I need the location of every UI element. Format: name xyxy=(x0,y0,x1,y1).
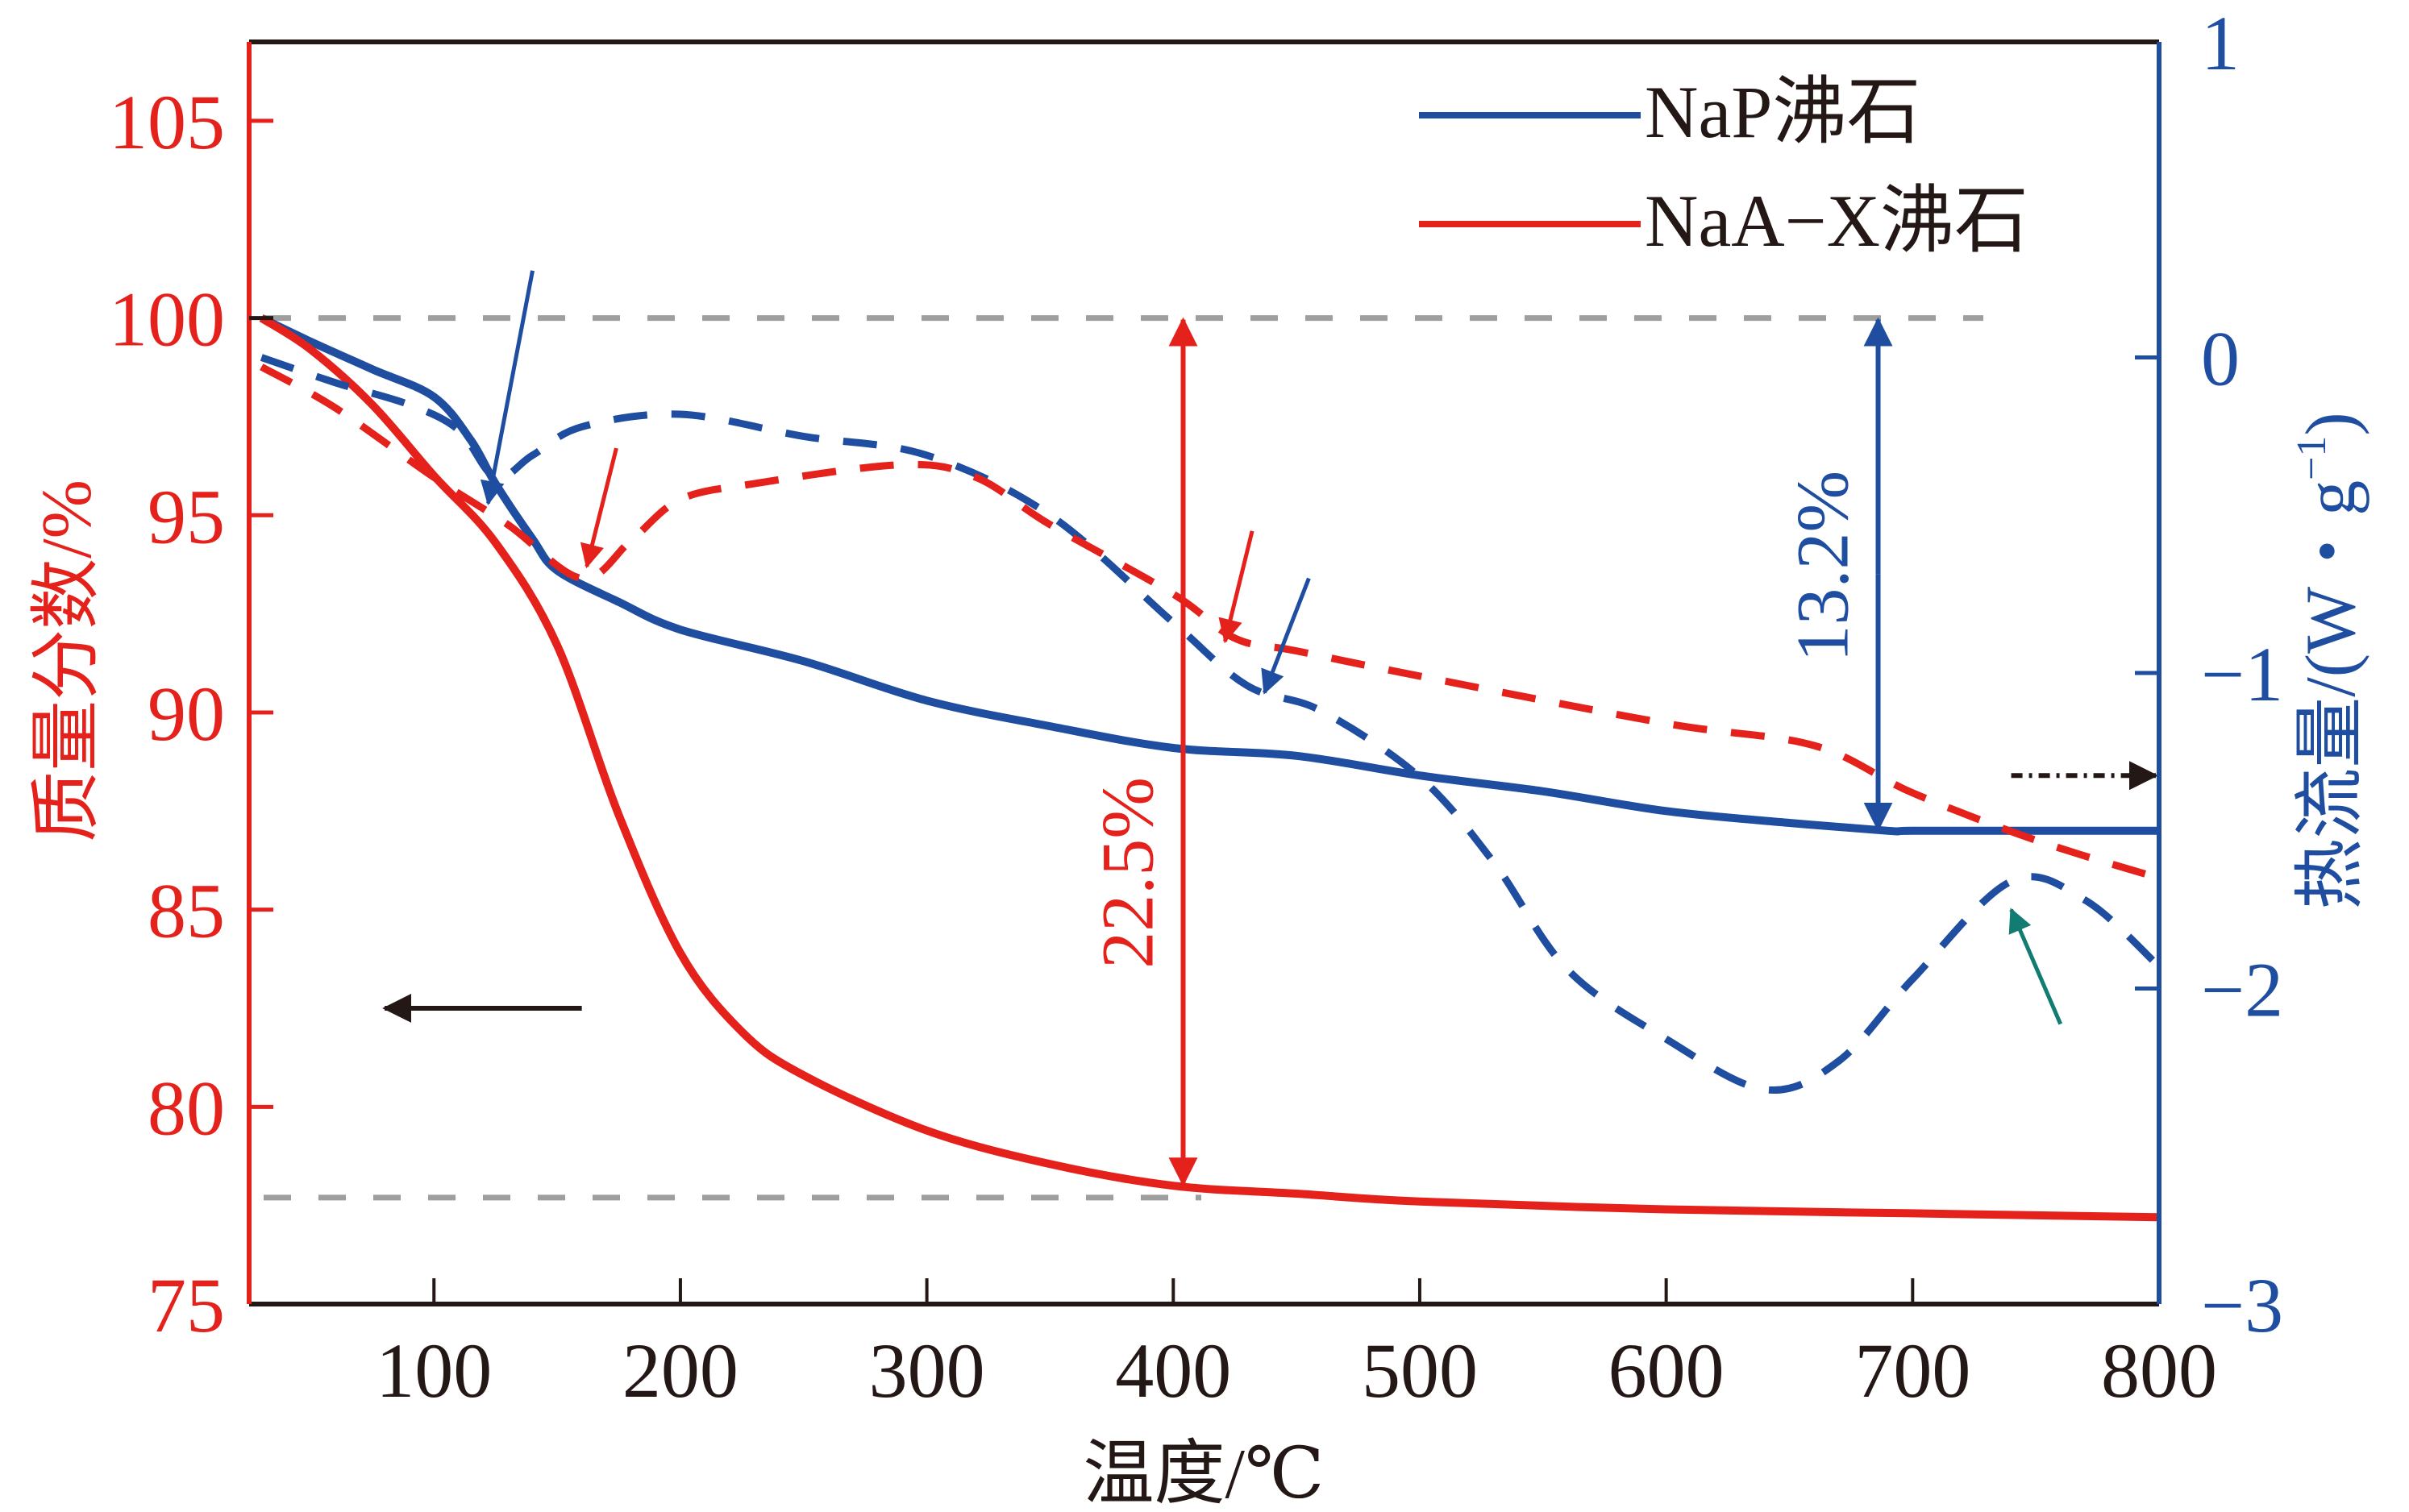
x-tick-label: 300 xyxy=(869,1327,985,1414)
right-axis-label-main: 热流量/(W・g xyxy=(2292,480,2370,910)
peak-arrow xyxy=(1261,577,1311,695)
right-tick-label: −3 xyxy=(2201,1262,2283,1348)
peak-arrow xyxy=(580,447,618,569)
left-axis-label: 质量分数/% xyxy=(28,480,106,842)
x-tick-label: 200 xyxy=(622,1327,739,1414)
right-axis-label-sup: −1 xyxy=(2289,436,2335,480)
mass-loss-label-nap: 13.2% xyxy=(1782,471,1864,663)
x-axis-ticks: 100 200 300 400 500 600 700 800 xyxy=(376,1278,2217,1414)
annotation-layer xyxy=(382,270,2158,1187)
right-axis-label-close: ) xyxy=(2292,412,2370,435)
left-tick-label: 90 xyxy=(148,671,225,757)
right-axis-ticks: −3 −2 −1 0 1 xyxy=(2135,0,2283,1348)
peak-arrow xyxy=(1218,530,1254,644)
x-tick-label: 400 xyxy=(1115,1327,1231,1414)
legend-label-nap: NaP沸石 xyxy=(1645,71,1920,153)
x-tick-label: 500 xyxy=(1362,1327,1478,1414)
right-tick-label: 1 xyxy=(2201,0,2240,86)
peak-arrow xyxy=(2008,908,2063,1025)
left-axis-ticks: 75 80 85 90 95 100 105 xyxy=(109,79,273,1348)
peak-arrow xyxy=(480,270,535,506)
right-tick-label: 0 xyxy=(2201,316,2240,402)
mass-loss-label-naax: 22.5% xyxy=(1087,777,1169,969)
left-tick-label: 95 xyxy=(148,473,225,559)
x-tick-label: 100 xyxy=(376,1327,492,1414)
series-layer xyxy=(259,314,2162,1222)
x-tick-label: 800 xyxy=(2101,1327,2217,1414)
left-tick-label: 85 xyxy=(148,868,225,954)
tg-curve-nap xyxy=(260,314,2159,836)
legend: NaP沸石 NaA−X沸石 xyxy=(1419,71,2028,262)
right-axis-label: 热流量/(W・g−1) xyxy=(2289,412,2370,909)
dsc-curve-naax xyxy=(260,363,2161,882)
dsc-curve-nap xyxy=(260,354,2162,1095)
left-tick-label: 80 xyxy=(148,1065,225,1151)
x-tick-label: 600 xyxy=(1608,1327,1725,1414)
left-tick-label: 75 xyxy=(148,1262,225,1348)
left-tick-label: 100 xyxy=(109,276,225,363)
plot-frame xyxy=(247,39,2161,1306)
tg-curve-naax xyxy=(259,314,2160,1222)
guide-lines xyxy=(264,315,1983,1201)
legend-label-naax: NaA−X沸石 xyxy=(1645,180,2028,262)
x-axis-label: 温度/℃ xyxy=(1084,1435,1325,1512)
right-tick-label: −2 xyxy=(2201,947,2283,1033)
x-tick-label: 700 xyxy=(1854,1327,1970,1414)
left-tick-label: 105 xyxy=(109,79,225,165)
right-tick-label: −1 xyxy=(2201,631,2283,717)
